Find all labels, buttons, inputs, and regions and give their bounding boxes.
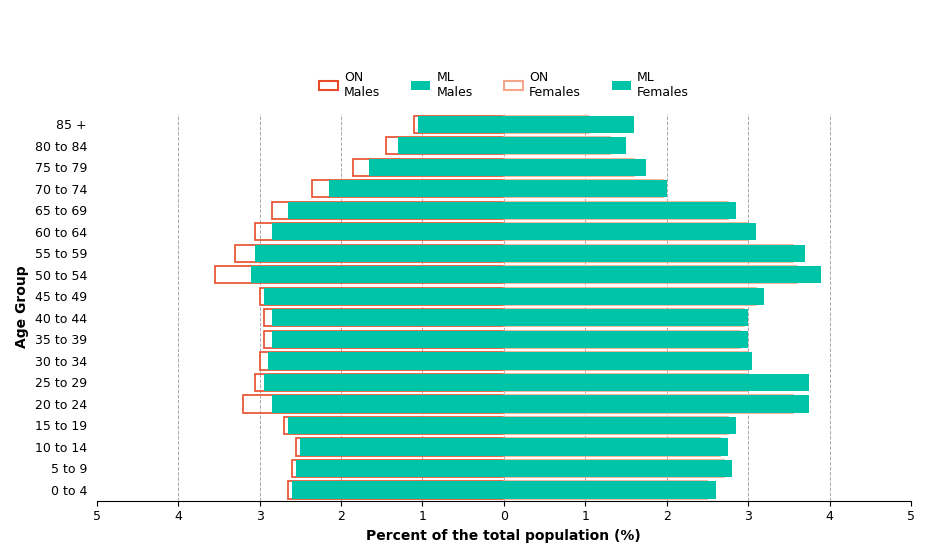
Bar [504,439,720,455]
Bar [504,202,736,219]
Bar [504,116,590,133]
Bar [328,180,504,198]
Bar [504,482,708,498]
Bar [504,417,728,434]
Bar [263,288,504,305]
Bar [504,395,809,412]
Bar [263,331,504,348]
Bar [504,180,662,198]
Bar [504,223,748,240]
Bar [504,158,634,176]
Bar [292,482,504,498]
Bar [296,439,504,455]
X-axis label: Percent of the total population (%): Percent of the total population (%) [366,529,641,543]
Bar [504,223,756,240]
Bar [504,352,752,369]
Bar [504,245,805,262]
Bar [272,223,504,240]
Y-axis label: Age Group: Age Group [15,266,29,348]
Bar [268,352,504,369]
Bar [504,116,634,133]
Bar [504,180,667,198]
Bar [256,245,504,262]
Bar [272,331,504,348]
Bar [504,309,744,326]
Bar [504,202,728,219]
Bar [504,266,797,283]
Bar [504,395,793,412]
Bar [272,395,504,412]
Bar [284,417,504,434]
Bar [504,374,748,391]
Bar [263,309,504,326]
Bar [288,202,504,219]
Bar [272,202,504,219]
Bar [353,158,504,176]
Bar [292,460,504,477]
Bar [296,460,504,477]
Bar [288,482,504,498]
Bar [244,395,504,412]
Bar [300,439,504,455]
Bar [504,439,728,455]
Bar [504,137,610,155]
Bar [272,309,504,326]
Bar [312,180,504,198]
Bar [504,460,732,477]
Bar [418,116,504,133]
Bar [504,331,740,348]
Bar [504,288,756,305]
Bar [504,245,793,262]
Bar [504,288,764,305]
Bar [504,352,748,369]
Bar [414,116,504,133]
Bar [504,158,646,176]
Bar [386,137,504,155]
Bar [504,482,715,498]
Bar [251,266,504,283]
Bar [504,374,809,391]
Bar [504,137,626,155]
Bar [263,374,504,391]
Bar [504,309,748,326]
Bar [398,137,504,155]
Bar [504,460,724,477]
Legend: ON
Males, ML
Males, ON
Females, ML
Females: ON Males, ML Males, ON Females, ML Femal… [313,66,694,104]
Bar [288,417,504,434]
Bar [504,266,821,283]
Bar [256,223,504,240]
Bar [369,158,504,176]
Bar [256,374,504,391]
Bar [215,266,504,283]
Bar [259,288,504,305]
Bar [259,352,504,369]
Bar [235,245,504,262]
Bar [504,417,736,434]
Bar [504,331,748,348]
